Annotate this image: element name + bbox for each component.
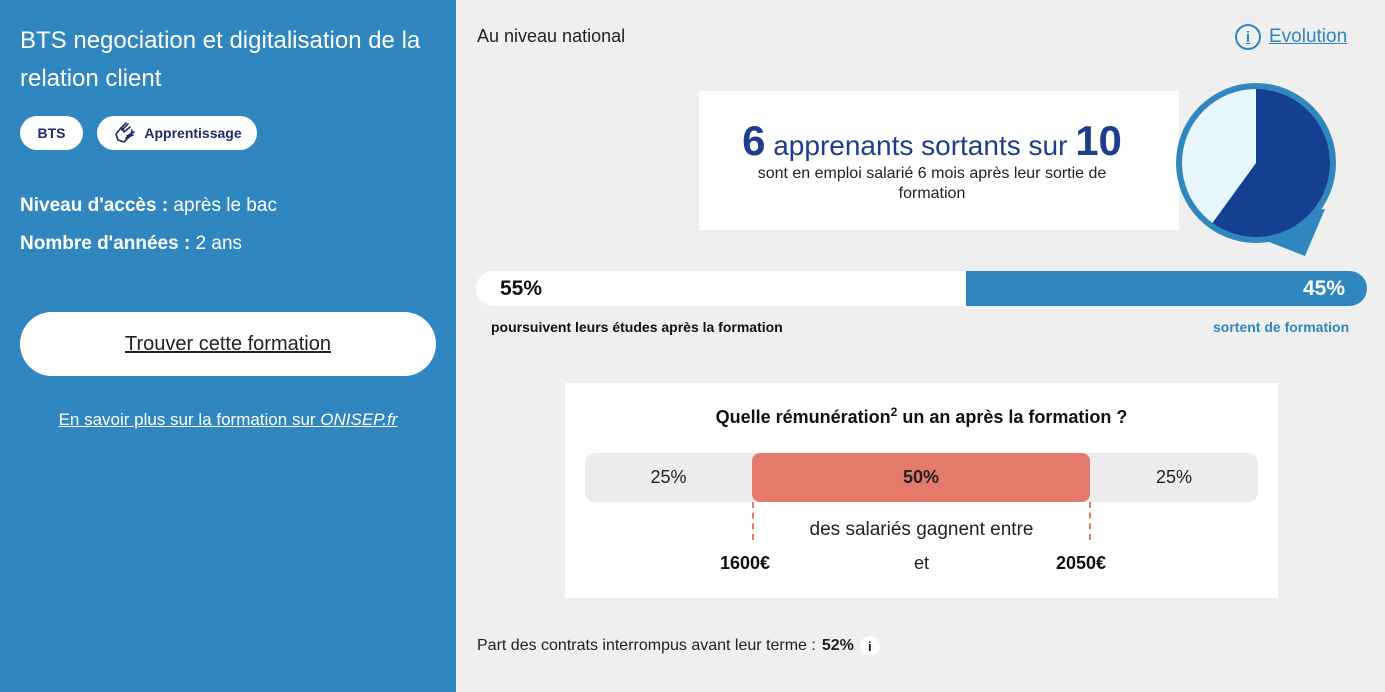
onisep-link-prefix: En savoir plus sur la formation sur (58, 410, 321, 429)
salary-question-prefix: Quelle rémunération (715, 407, 891, 427)
national-heading: Au niveau national (477, 26, 626, 46)
employment-subtitle: sont en emploi salarié 6 mois après leur… (757, 165, 1107, 202)
evolution-label: Evolution (1269, 26, 1348, 47)
contrats-label: Part des contrats interrompus avant leur… (477, 637, 816, 654)
tag-apprentissage-label: Apprentissage (144, 125, 242, 141)
salary-segment-low: 25% (650, 467, 687, 487)
employment-headline: 6 apprenants sortants sur 10 (699, 117, 1165, 165)
formation-title: BTS negociation et digitalisation de la … (20, 27, 421, 92)
sign-language-icon (112, 119, 138, 148)
salary-min: 1600€ (720, 553, 771, 573)
find-formation-button[interactable]: Trouver cette formation (20, 312, 436, 376)
niveau-value: après le bac (168, 195, 277, 216)
salary-dash-right (1089, 502, 1091, 540)
info-icon[interactable]: i (859, 636, 880, 656)
poursuite-bar: 55% 45% (476, 271, 1367, 306)
annees-value: 2 ans (190, 233, 243, 254)
employment-pie-chart (1176, 83, 1336, 256)
poursuite-right-label: sortent de formation (1213, 319, 1350, 335)
poursuite-left-label: poursuivent leurs études après la format… (491, 319, 783, 335)
contrats-interrompus: Part des contrats interrompus avant leur… (477, 636, 880, 656)
employment-card: 6 apprenants sortants sur 10 sont en emp… (699, 91, 1179, 230)
tag-bts: BTS (20, 116, 83, 150)
employment-total: 10 (1075, 117, 1122, 164)
annees-label: Nombre d'années : (20, 233, 191, 254)
employment-text: apprenants sortants sur (765, 130, 1076, 161)
salary-segment-high: 25% (1155, 467, 1193, 487)
poursuite-bar-right (966, 271, 1367, 306)
poursuite-bar-left (476, 271, 966, 306)
tag-apprentissage: Apprentissage (97, 116, 257, 150)
onisep-link-site: ONISEP.fr (320, 410, 398, 429)
salary-max: 2050€ (1056, 553, 1107, 573)
salary-between-text: des salariés gagnent entre (809, 519, 1034, 540)
salary-segment-mid: 50% (752, 453, 1090, 502)
nombre-annees: Nombre d'années : 2 ans (20, 233, 242, 255)
evolution-link[interactable]: i Evolution (1235, 24, 1347, 50)
poursuite-right-pct: 45% (1302, 277, 1345, 300)
contrats-value: 52% (821, 637, 854, 654)
formation-panel: BTS negociation et digitalisation de la … (0, 0, 456, 692)
salary-question: Quelle rémunération2 un an après la form… (565, 405, 1278, 428)
niveau-label: Niveau d'accès : (20, 195, 169, 216)
footnote-marker: 2 (890, 405, 898, 419)
niveau-acces: Niveau d'accès : après le bac (20, 195, 277, 217)
poursuite-left-pct: 55% (500, 277, 543, 300)
salary-dash-left (752, 502, 754, 540)
info-icon: i (1235, 24, 1261, 50)
salary-card: Quelle rémunération2 un an après la form… (565, 383, 1278, 598)
salary-and: et (913, 553, 929, 573)
salary-distribution-bar: 25% 50% 25% (585, 453, 1258, 502)
salary-question-suffix: un an après la formation ? (897, 407, 1128, 427)
pie-filled-slice (1212, 89, 1330, 237)
onisep-link[interactable]: En savoir plus sur la formation sur ONIS… (0, 410, 456, 430)
employment-count: 6 (742, 117, 766, 164)
